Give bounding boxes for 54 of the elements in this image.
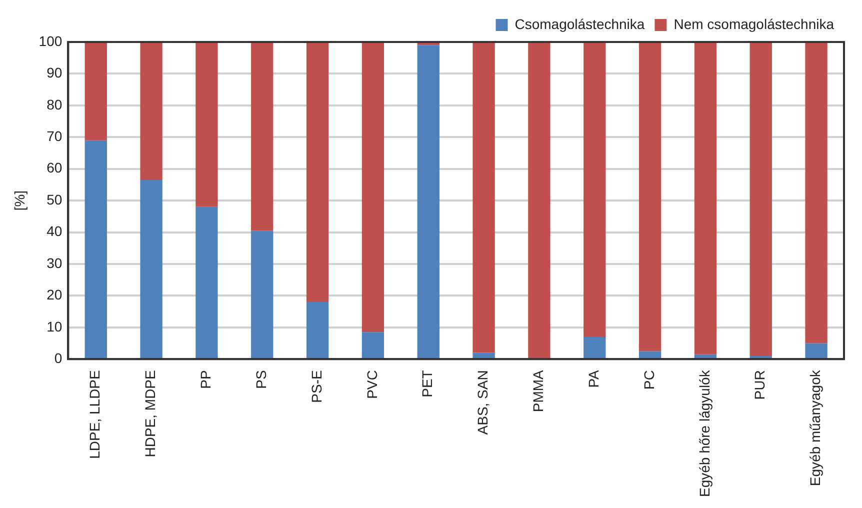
y-tick-label: 30 xyxy=(46,254,62,271)
x-tick-label: PS-E xyxy=(308,370,324,403)
bar xyxy=(196,42,218,207)
bar xyxy=(472,352,495,358)
x-tick-label: PS xyxy=(252,370,269,389)
bar xyxy=(528,42,550,358)
bar xyxy=(84,42,107,140)
y-axis-title: [%] xyxy=(11,190,28,211)
bar xyxy=(306,42,329,302)
bar xyxy=(638,42,662,352)
bar xyxy=(694,354,717,358)
y-tick-label: 10 xyxy=(46,318,62,334)
bar xyxy=(140,180,162,358)
x-tick-label: HDPE, MDPE xyxy=(142,370,158,458)
bar xyxy=(584,336,606,358)
x-tick-label: ABS, SAN xyxy=(474,370,491,435)
bar xyxy=(472,42,495,353)
y-tick-label: 100 xyxy=(38,32,62,49)
legend-label: Csomagolástechnika xyxy=(514,16,645,32)
y-tick-label: 90 xyxy=(46,64,62,81)
bar xyxy=(584,42,606,337)
bar xyxy=(306,302,329,358)
bar xyxy=(805,42,828,344)
bar xyxy=(805,343,828,358)
x-tick-label: PMMA xyxy=(530,369,546,412)
bar xyxy=(694,42,717,354)
x-tick-label: PA xyxy=(585,369,602,388)
x-tick-label: PVC xyxy=(364,370,380,399)
y-tick-label: 80 xyxy=(46,96,62,112)
bar xyxy=(362,332,384,358)
bar xyxy=(417,45,440,358)
y-tick-label: 70 xyxy=(46,128,62,144)
bar xyxy=(140,42,162,180)
bar xyxy=(84,140,107,358)
x-tick-label: Egyéb hőre lágyulók xyxy=(696,369,712,498)
x-tick-label: PP xyxy=(198,370,214,389)
x-tick-label: Egyéb műanyagok xyxy=(807,369,824,486)
bar xyxy=(196,206,218,358)
bar xyxy=(750,42,772,356)
bar xyxy=(251,230,274,358)
x-tick-label: PET xyxy=(419,370,436,398)
y-tick-label: 0 xyxy=(54,350,62,366)
bar xyxy=(251,42,274,231)
bar xyxy=(750,356,772,358)
bar xyxy=(362,42,384,332)
y-tick-label: 50 xyxy=(46,191,62,208)
legend-label: Nem csomagolástechnika xyxy=(674,16,834,32)
y-tick-label: 20 xyxy=(46,286,62,303)
bar xyxy=(638,351,662,358)
y-tick-label: 60 xyxy=(46,160,62,176)
x-tick-label: LDPE, LLDPE xyxy=(86,370,103,459)
y-tick-label: 40 xyxy=(46,223,62,240)
x-tick-label: PC xyxy=(640,370,657,390)
x-tick-label: PUR xyxy=(752,370,768,400)
